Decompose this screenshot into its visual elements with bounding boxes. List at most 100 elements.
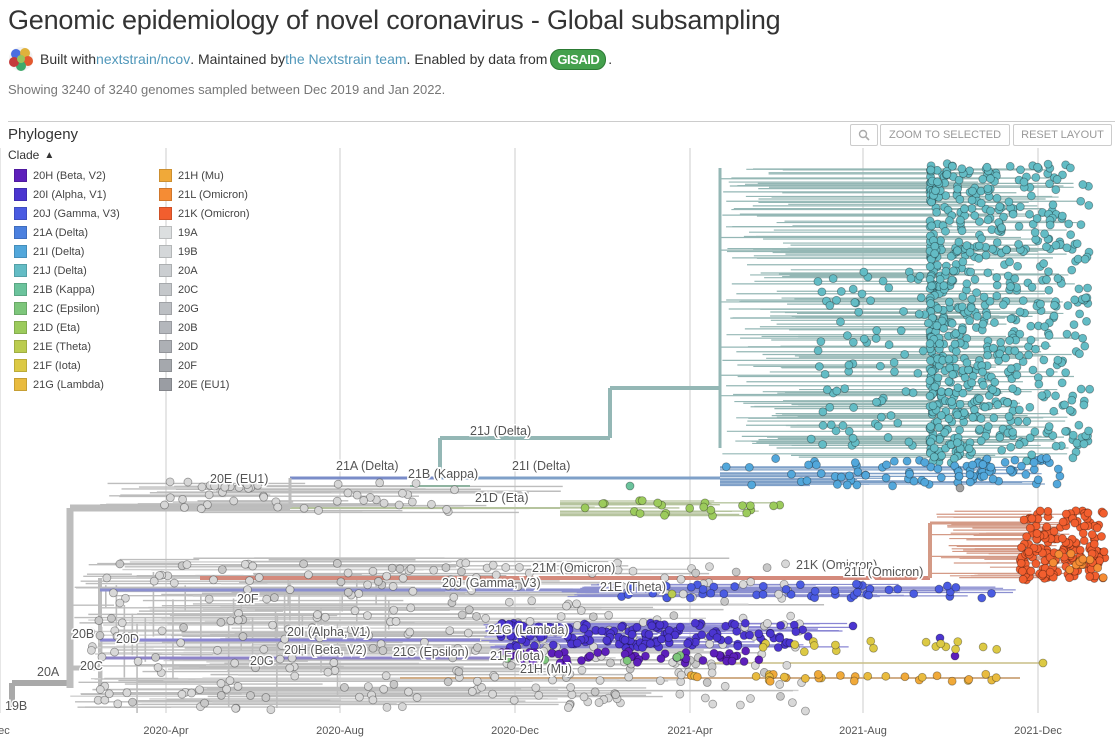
tree-tip[interactable]	[563, 703, 573, 713]
tree-tip[interactable]	[875, 361, 885, 371]
tree-tip[interactable]	[1098, 573, 1108, 583]
tree-tip[interactable]	[848, 337, 858, 347]
tree-tip[interactable]	[1026, 191, 1036, 201]
tree-tip[interactable]	[970, 405, 979, 415]
tree-tip[interactable]	[299, 503, 309, 513]
tree-tip[interactable]	[1069, 320, 1079, 330]
tree-tip[interactable]	[983, 268, 993, 278]
tree-tip[interactable]	[850, 458, 860, 468]
tree-tip[interactable]	[1045, 567, 1055, 577]
legend-item[interactable]: 21A (Delta)	[8, 223, 153, 242]
tree-tip[interactable]	[915, 271, 925, 281]
tree-tip[interactable]	[406, 564, 416, 574]
tree-tip[interactable]	[992, 291, 1002, 301]
tree-tip[interactable]	[854, 307, 864, 317]
tree-tip[interactable]	[1017, 461, 1026, 471]
tree-tip[interactable]	[1040, 341, 1050, 350]
tree-tip[interactable]	[947, 676, 957, 686]
tree-tip[interactable]	[920, 477, 930, 487]
tree-tip[interactable]	[952, 410, 962, 420]
tree-tip[interactable]	[1037, 391, 1047, 401]
tree-tip[interactable]	[419, 637, 429, 647]
tree-tip[interactable]	[825, 301, 835, 310]
tree-tip[interactable]	[985, 296, 995, 306]
tree-tip[interactable]	[234, 483, 244, 492]
tree-tip[interactable]	[1019, 177, 1029, 187]
tree-tip[interactable]	[811, 460, 821, 470]
tree-tip[interactable]	[1008, 384, 1018, 394]
tree-tip[interactable]	[762, 563, 772, 573]
tree-tip[interactable]	[1005, 336, 1014, 345]
tree-tip[interactable]	[1076, 196, 1086, 206]
tree-tip[interactable]	[502, 653, 512, 663]
tree-tip[interactable]	[531, 683, 541, 693]
tree-tip[interactable]	[490, 672, 500, 682]
tree-tip[interactable]	[623, 590, 633, 599]
tree-tip[interactable]	[1057, 211, 1067, 221]
tree-tip[interactable]	[909, 589, 919, 599]
tree-tip[interactable]	[1014, 405, 1024, 415]
tree-tip[interactable]	[927, 221, 937, 231]
tree-tip[interactable]	[893, 584, 903, 594]
tree-tip[interactable]	[467, 687, 477, 696]
tree-tip[interactable]	[763, 619, 772, 628]
tree-tip[interactable]	[1044, 331, 1054, 340]
tree-tip[interactable]	[1028, 219, 1038, 229]
tree-tip[interactable]	[676, 574, 686, 584]
tree-tip[interactable]	[949, 266, 958, 276]
tree-tip[interactable]	[389, 605, 399, 615]
tree-tip[interactable]	[585, 651, 595, 661]
tree-tip[interactable]	[178, 494, 187, 504]
tree-tip[interactable]	[196, 504, 206, 514]
tree-tip[interactable]	[978, 642, 988, 652]
tree-tip[interactable]	[917, 672, 927, 682]
tree-tip[interactable]	[992, 644, 1002, 654]
tree-tip[interactable]	[1027, 514, 1037, 524]
tree-tip[interactable]	[1045, 220, 1055, 230]
tree-tip[interactable]	[95, 685, 105, 694]
tree-tip[interactable]	[1061, 509, 1071, 519]
tree-tip[interactable]	[983, 350, 992, 360]
tree-tip[interactable]	[1025, 433, 1035, 443]
tree-tip[interactable]	[329, 658, 339, 667]
tree-tip[interactable]	[1067, 395, 1077, 405]
tree-tip[interactable]	[746, 694, 755, 703]
tree-tip[interactable]	[872, 326, 882, 335]
tree-tip[interactable]	[1067, 265, 1077, 275]
tree-tip[interactable]	[657, 634, 666, 644]
tree-tip[interactable]	[1017, 566, 1027, 576]
tree-tip[interactable]	[962, 241, 972, 250]
tree-tip[interactable]	[655, 676, 665, 686]
legend-item[interactable]: 21F (Iota)	[8, 356, 153, 375]
tree-tip[interactable]	[364, 631, 374, 640]
tree-tip[interactable]	[1049, 406, 1059, 416]
tree-tip[interactable]	[836, 671, 845, 680]
tree-tip[interactable]	[954, 237, 964, 247]
tree-tip[interactable]	[363, 682, 373, 691]
tree-tip[interactable]	[869, 643, 878, 653]
tree-tip[interactable]	[378, 646, 388, 656]
tree-tip[interactable]	[1074, 284, 1084, 294]
tree-tip[interactable]	[1087, 530, 1097, 539]
tree-tip[interactable]	[954, 471, 964, 481]
tree-tip[interactable]	[886, 411, 896, 420]
tree-tip[interactable]	[683, 639, 693, 648]
tree-tip[interactable]	[248, 561, 258, 571]
tree-tip[interactable]	[705, 562, 714, 572]
tree-tip[interactable]	[204, 490, 214, 500]
tree-tip[interactable]	[509, 695, 519, 705]
tree-tip[interactable]	[1005, 161, 1015, 171]
tree-tip[interactable]	[1068, 430, 1078, 440]
tree-tip[interactable]	[1092, 523, 1102, 533]
tree-tip[interactable]	[954, 175, 964, 185]
tree-tip[interactable]	[942, 170, 952, 179]
tree-tip[interactable]	[859, 267, 869, 277]
tree-tip[interactable]	[1078, 554, 1088, 564]
tree-tip[interactable]	[100, 695, 110, 705]
tree-tip[interactable]	[960, 204, 969, 214]
tree-tip[interactable]	[977, 593, 987, 603]
legend-item[interactable]: 20J (Gamma, V3)	[8, 204, 153, 223]
tree-tip[interactable]	[838, 421, 848, 430]
tree-tip[interactable]	[799, 647, 809, 657]
tree-tip[interactable]	[746, 501, 755, 511]
